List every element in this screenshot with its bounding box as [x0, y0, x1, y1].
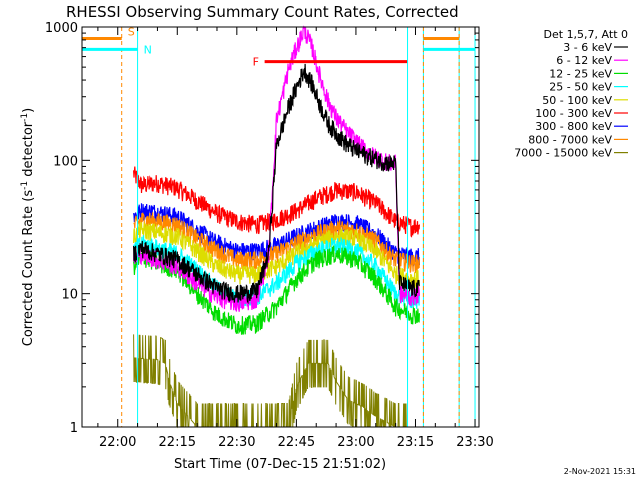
y-axis: 1 10 100 1000 [45, 21, 479, 436]
legend-header: Det 1,5,7, Att 0 [544, 28, 628, 41]
y-axis-label-sup1: -1 [20, 181, 30, 190]
flare-label: F [253, 56, 259, 69]
legend-label-1: 3 - 6 keV [563, 41, 612, 54]
series-line-4 [133, 221, 420, 289]
y-tick-label-1: 1 [70, 421, 78, 436]
legend-label-8: 800 - 7000 keV [528, 133, 612, 146]
y-axis-label-end: ) [21, 108, 36, 113]
night-label: N [144, 43, 152, 56]
x-tick-label-1: 22:00 [99, 435, 136, 450]
legend-label-9: 7000 - 15000 keV [514, 147, 612, 160]
series-line-8 [133, 63, 420, 305]
legend-label-2: 6 - 12 keV [556, 54, 612, 67]
legend-label-4: 25 - 50 keV [549, 81, 612, 94]
x-tick-label-5: 23:00 [337, 435, 374, 450]
series-line-6 [133, 245, 420, 335]
y-axis-label: Corrected Count Rate (s-1 detector-1) [20, 108, 36, 346]
legend-label-3: 12 - 25 keV [549, 67, 612, 80]
saa-label: S [128, 25, 135, 38]
y-tick-label-2: 10 [61, 288, 78, 303]
legend-label-5: 50 - 100 keV [542, 94, 612, 107]
y-axis-label-mid: detector [21, 121, 36, 181]
x-tick-label-3: 22:30 [218, 435, 255, 450]
x-tick-label-6: 23:15 [397, 435, 434, 450]
series-line-1 [133, 166, 420, 238]
series-line-9 [133, 334, 408, 429]
series-layer [133, 25, 420, 429]
x-tick-label-2: 22:15 [159, 435, 196, 450]
x-tick-label-7: 23:30 [456, 435, 493, 450]
footer-timestamp: 2-Nov-2021 15:31 [564, 467, 636, 476]
y-axis-label-main: Corrected Count Rate (s [21, 190, 36, 347]
legend-label-7: 300 - 800 keV [535, 120, 612, 133]
y-tick-label-4: 1000 [45, 21, 78, 36]
legend-label-6: 100 - 300 keV [535, 107, 612, 120]
plot-frame [81, 26, 480, 428]
y-axis-label-sup2: -1 [20, 113, 30, 122]
chart-title: RHESSI Observing Summary Count Rates, Co… [66, 3, 459, 21]
x-axis-label: Start Time (07-Dec-15 21:51:02) [174, 457, 386, 472]
x-axis: 22:00 22:15 22:30 22:45 23:00 23:15 23:30 [97, 27, 494, 450]
x-tick-label-4: 22:45 [278, 435, 315, 450]
series-line-5 [133, 235, 420, 309]
y-tick-label-3: 100 [53, 154, 78, 169]
